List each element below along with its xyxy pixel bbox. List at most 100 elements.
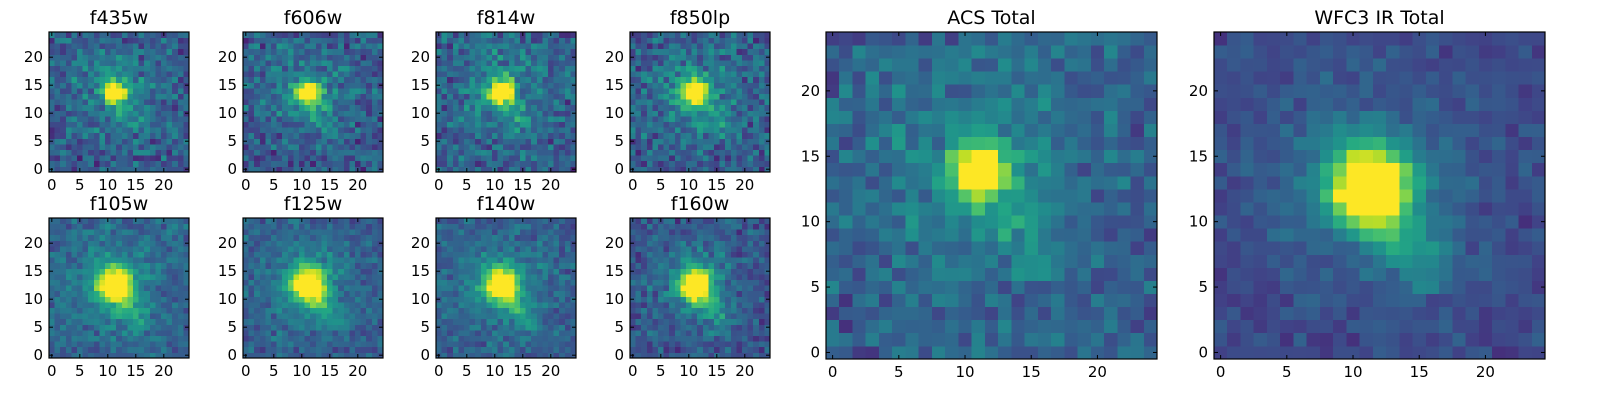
heatmap-cell — [525, 127, 532, 134]
heatmap-cell — [646, 121, 653, 128]
heatmap-cell — [248, 330, 255, 336]
heatmap-cell — [93, 218, 100, 224]
heatmap-cell — [663, 346, 670, 353]
heatmap-cell — [88, 99, 95, 106]
heatmap-cell — [719, 324, 726, 331]
heatmap-cell — [54, 234, 61, 241]
heatmap-cell — [332, 341, 339, 348]
heatmap-cell — [497, 116, 504, 122]
heatmap-cell — [149, 341, 156, 348]
heatmap-cell — [310, 99, 317, 106]
heatmap-cell — [508, 99, 515, 106]
heatmap-cell — [570, 127, 577, 134]
heatmap-cell — [553, 313, 560, 320]
heatmap-cell — [65, 257, 72, 264]
x-tick-label: 15 — [320, 362, 339, 380]
heatmap-cell — [166, 318, 173, 325]
y-tick-label: 15 — [605, 76, 624, 94]
heatmap-cell — [525, 335, 532, 342]
heatmap-cell — [680, 149, 687, 156]
heatmap-cell — [349, 104, 356, 111]
heatmap-cell — [99, 54, 106, 61]
heatmap-cell — [366, 166, 373, 173]
heatmap-cell — [49, 346, 55, 353]
heatmap-cell — [99, 324, 106, 331]
heatmap-cell — [525, 144, 532, 150]
heatmap-cell — [49, 155, 55, 162]
heatmap-cell — [570, 251, 577, 258]
heatmap-cell — [520, 82, 526, 89]
heatmap-cell — [65, 262, 72, 269]
heatmap-cell — [49, 234, 55, 241]
heatmap-cell — [110, 88, 117, 94]
heatmap-cell — [525, 99, 532, 106]
heatmap-cell — [366, 352, 373, 359]
heatmap-cell — [742, 110, 748, 117]
heatmap-cell — [327, 48, 333, 55]
x-tick-label: 10 — [98, 362, 117, 380]
heatmap-cell — [321, 302, 328, 308]
heatmap-cell — [458, 279, 465, 286]
heatmap-cell — [155, 318, 162, 325]
heatmap-cell — [674, 121, 681, 128]
heatmap-cell — [338, 65, 345, 72]
heatmap-cell — [121, 285, 128, 292]
heatmap-cell — [82, 37, 89, 44]
heatmap-cell — [742, 307, 748, 314]
heatmap-cell — [714, 296, 720, 303]
heatmap-cell — [663, 324, 670, 331]
heatmap-cell — [105, 285, 111, 292]
heatmap-cell — [758, 144, 765, 150]
heatmap-cell — [155, 313, 162, 320]
heatmap-cell — [304, 246, 311, 252]
heatmap-cell — [492, 290, 498, 297]
heatmap-cell — [287, 82, 294, 89]
heatmap-cell — [121, 223, 128, 230]
heatmap-cell — [343, 88, 350, 94]
heatmap-cell — [304, 234, 311, 241]
heatmap-cell — [758, 82, 765, 89]
heatmap-cell — [663, 335, 670, 342]
heatmap-cell — [686, 48, 692, 55]
heatmap-cell — [366, 88, 373, 94]
heatmap-cell — [486, 218, 493, 224]
heatmap-cell — [492, 229, 498, 236]
heatmap-cell — [332, 352, 339, 359]
heatmap-cell — [486, 335, 493, 342]
heatmap-cell — [730, 285, 737, 292]
heatmap-cell — [377, 234, 384, 241]
heatmap-cell — [508, 324, 515, 331]
heatmap-cell — [332, 346, 339, 353]
heatmap-cell — [559, 324, 566, 331]
heatmap-cell — [110, 346, 117, 353]
heatmap-cell — [658, 116, 664, 122]
heatmap-cell — [503, 144, 510, 150]
heatmap-cell — [166, 116, 173, 122]
heatmap-cell — [747, 104, 754, 111]
heatmap-cell — [658, 88, 664, 94]
heatmap-cell — [293, 229, 300, 236]
heatmap-cell — [514, 352, 521, 359]
heatmap-cell — [276, 302, 283, 308]
heatmap-cell — [686, 99, 692, 106]
heatmap-cell — [646, 37, 653, 44]
heatmap-cell — [310, 54, 317, 61]
heatmap-cell — [736, 144, 743, 150]
heatmap-cell — [725, 43, 732, 50]
heatmap-cell — [65, 307, 72, 314]
heatmap-cell — [88, 110, 95, 117]
heatmap-cell — [93, 335, 100, 342]
heatmap-cell — [248, 313, 255, 320]
heatmap-cell — [753, 32, 760, 38]
heatmap-cell — [144, 93, 151, 100]
heatmap-cell — [127, 290, 134, 297]
heatmap-cell — [753, 324, 760, 331]
heatmap-cell — [299, 104, 305, 111]
heatmap-cell — [764, 60, 771, 66]
heatmap-cell — [753, 65, 760, 72]
heatmap-cell — [559, 251, 566, 258]
heatmap-cell — [287, 352, 294, 359]
heatmap-cell — [282, 352, 289, 359]
heatmap-cell — [177, 144, 184, 150]
heatmap-cell — [338, 262, 345, 269]
